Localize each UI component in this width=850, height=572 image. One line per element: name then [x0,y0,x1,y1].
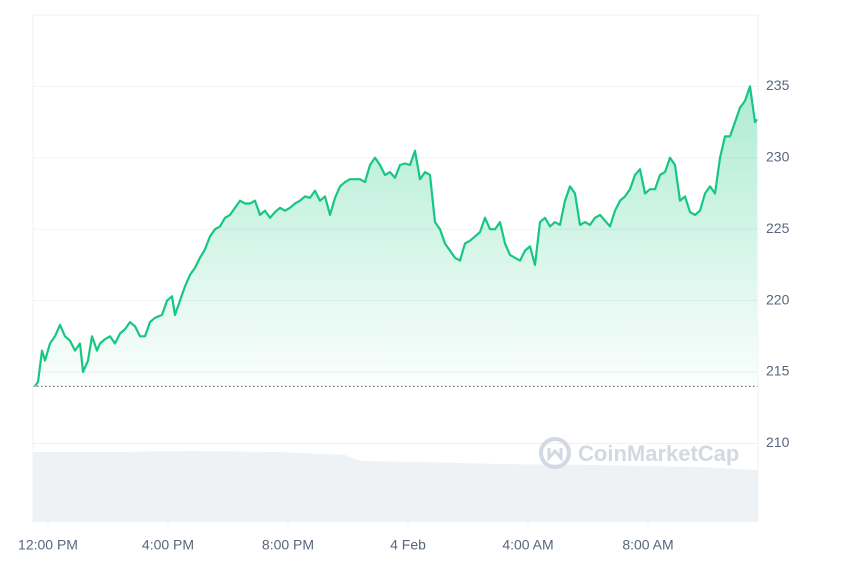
y-tick-label: 235 [766,77,790,93]
watermark-text: CoinMarketCap [578,441,739,466]
x-tick-label: 8:00 AM [622,537,673,553]
y-tick-label: 220 [766,291,790,307]
y-tick-label: 225 [766,220,790,236]
y-tick-label: 215 [766,363,790,379]
x-tick-label: 8:00 PM [262,537,314,553]
x-tick-label: 4 Feb [390,537,426,553]
x-tick-label: 4:00 AM [502,537,553,553]
y-tick-label: 230 [766,149,790,165]
watermark: CoinMarketCap [539,437,739,469]
x-tick-label: 4:00 PM [142,537,194,553]
x-tick-label: 12:00 PM [18,537,78,553]
plot [33,85,758,387]
volume-area [33,451,758,522]
price-line [34,85,758,387]
y-tick-label: 210 [766,434,790,450]
area [35,86,757,387]
